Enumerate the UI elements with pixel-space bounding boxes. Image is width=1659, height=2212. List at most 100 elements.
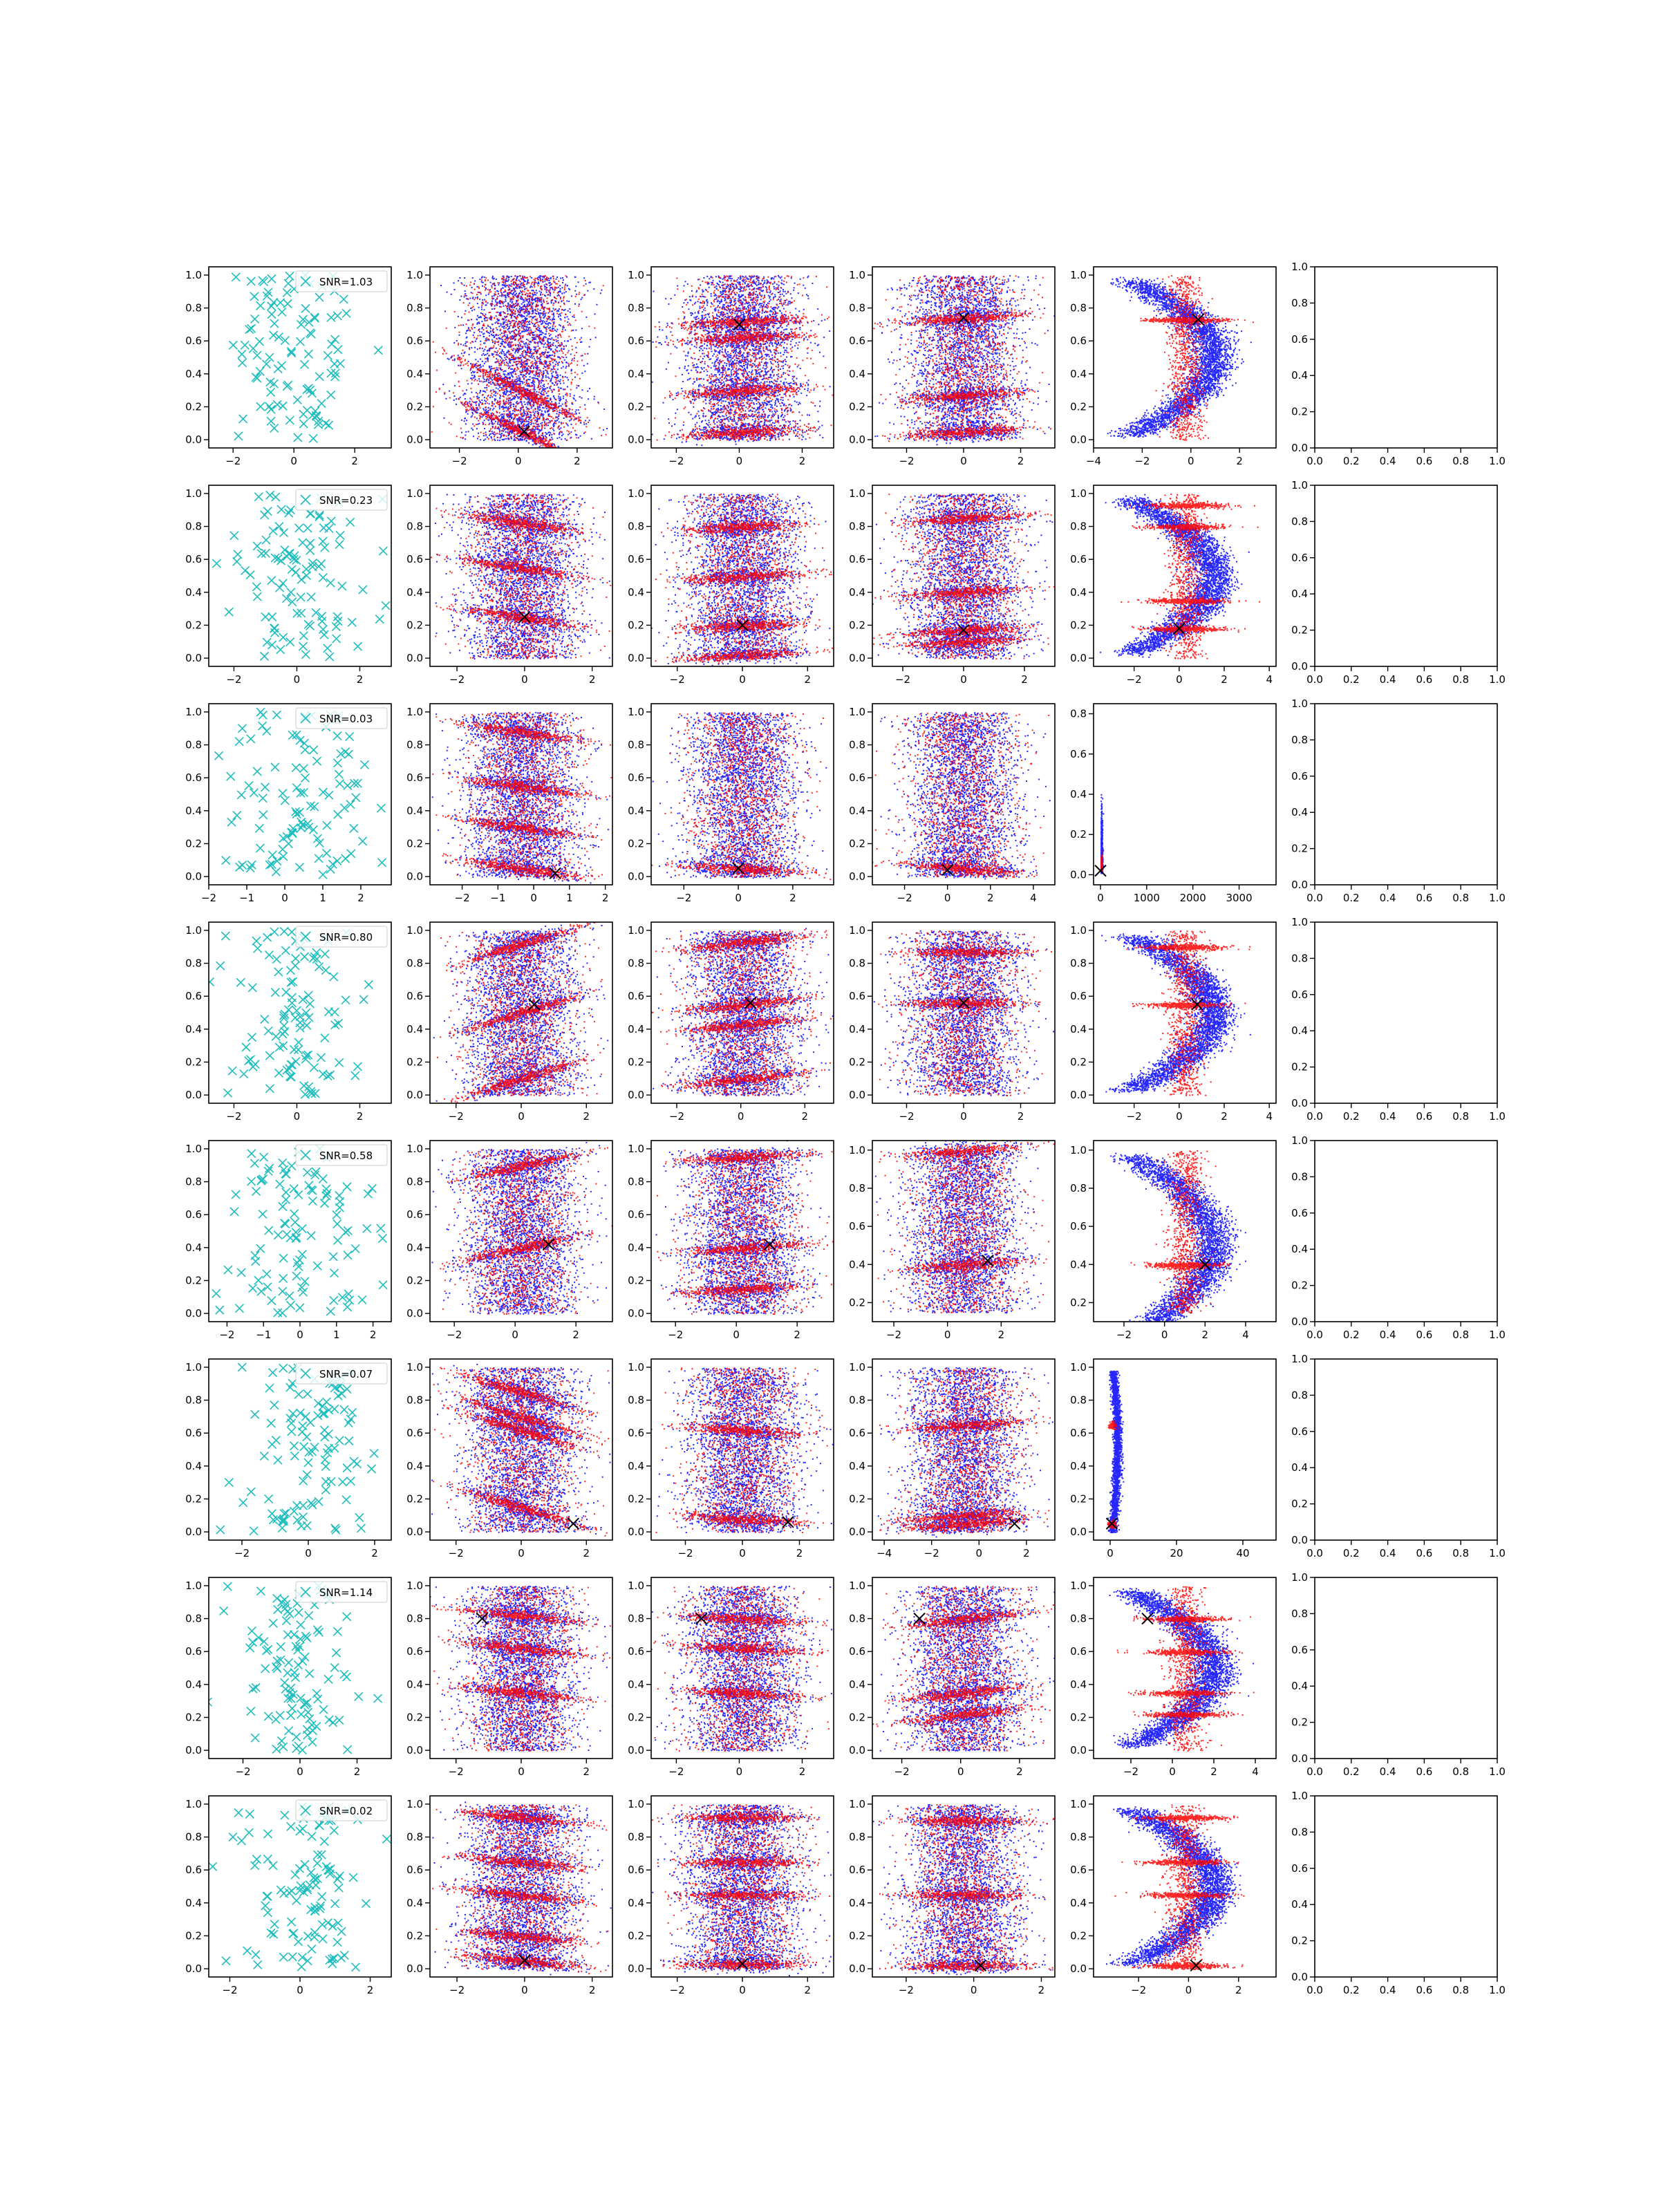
y-tick-label: 0.4 — [1291, 1243, 1308, 1255]
y-tick-label: 0.4 — [1291, 369, 1308, 382]
y-tick-label: 0.4 — [628, 1678, 644, 1691]
y-tick-label: 0.2 — [1291, 406, 1308, 418]
x-tick-label: 0.0 — [1306, 1547, 1323, 1559]
y-tick-label: 0.6 — [406, 335, 423, 347]
x-tick-label: 0.4 — [1380, 892, 1396, 904]
y-tick-label: 0.2 — [185, 1929, 202, 1942]
y-tick-label: 0.2 — [849, 1492, 865, 1505]
x-tick-label: 0 — [281, 892, 288, 904]
y-tick-label: 0.2 — [628, 837, 644, 850]
x-tick-label: −2 — [899, 455, 914, 467]
x-tick-label: 2 — [371, 1547, 378, 1559]
y-tick-label: 0.8 — [849, 302, 865, 315]
x-tick-label: −2 — [1127, 673, 1142, 686]
x-tick-label: 2 — [794, 1329, 800, 1341]
x-tick-label: 0.0 — [1306, 1984, 1323, 1996]
y-tick-label: 0.8 — [406, 302, 423, 315]
y-tick-label: 0.2 — [1070, 1296, 1087, 1309]
y-tick-label: 1.0 — [1291, 1353, 1308, 1365]
x-tick-label: 0.4 — [1380, 1984, 1396, 1996]
y-tick-label: 0.8 — [185, 521, 202, 533]
x-tick-label: 0.2 — [1343, 1984, 1360, 1996]
y-tick-label: 0.2 — [1291, 1061, 1308, 1074]
x-tick-label: −2 — [668, 1765, 684, 1778]
x-tick-label: 4 — [1266, 673, 1273, 686]
x-tick-label: −2 — [1134, 455, 1150, 467]
x-tick-label: 0.0 — [1306, 1765, 1323, 1778]
y-tick-label: 0.0 — [849, 1962, 865, 1975]
x-tick-label: 0 — [521, 1984, 528, 1996]
y-tick-label: 0.6 — [1070, 990, 1087, 1002]
y-tick-label: 0.0 — [628, 433, 644, 446]
y-tick-label: 0.0 — [185, 870, 202, 883]
y-tick-label: 0.6 — [185, 1208, 202, 1221]
y-tick-label: 0.8 — [849, 957, 865, 970]
x-tick-label: 0.6 — [1416, 673, 1432, 686]
y-tick-label: 0.4 — [406, 368, 423, 380]
x-tick-label: 2 — [357, 1110, 364, 1123]
x-tick-label: −2 — [924, 1547, 939, 1559]
y-tick-label: 0.2 — [406, 1711, 423, 1723]
y-tick-label: 0.0 — [406, 1962, 423, 1975]
y-tick-label: 0.6 — [628, 335, 644, 347]
x-tick-label: 2 — [805, 1984, 812, 1996]
x-tick-label: −2 — [895, 673, 910, 686]
y-tick-label: 1.0 — [185, 1798, 202, 1810]
x-tick-label: 0.2 — [1343, 1547, 1360, 1559]
y-tick-label: 0.2 — [406, 619, 423, 631]
y-tick-label: 0.8 — [849, 1394, 865, 1407]
y-tick-label: 0.4 — [185, 1678, 202, 1691]
y-tick-label: 0.0 — [849, 1744, 865, 1756]
x-tick-label: 0.0 — [1306, 455, 1323, 467]
y-tick-label: 0.0 — [406, 1744, 423, 1756]
y-tick-label: 0.4 — [1070, 586, 1087, 599]
y-tick-label: 0.4 — [628, 805, 644, 817]
y-tick-label: 0.2 — [1291, 1280, 1308, 1292]
y-tick-label: 1.0 — [849, 269, 865, 281]
y-tick-label: 0.6 — [1291, 1207, 1308, 1219]
x-tick-label: 2 — [583, 1110, 590, 1123]
y-tick-label: 0.4 — [1291, 1024, 1308, 1037]
y-tick-label: 0.0 — [628, 1744, 644, 1756]
y-tick-label: 0.2 — [628, 400, 644, 413]
x-tick-label: 0.6 — [1416, 892, 1432, 904]
y-tick-label: 0.4 — [849, 805, 865, 817]
x-tick-label: 1.0 — [1489, 1765, 1506, 1778]
y-tick-label: 1.0 — [406, 1580, 423, 1592]
y-tick-label: 0.6 — [185, 1864, 202, 1876]
x-tick-label: 1.0 — [1489, 1329, 1506, 1341]
x-tick-label: 0 — [518, 1547, 525, 1559]
y-tick-label: 1.0 — [849, 924, 865, 937]
y-tick-label: 0.0 — [1291, 1534, 1308, 1546]
y-tick-label: 0.4 — [628, 586, 644, 599]
x-tick-label: 0 — [1107, 1547, 1114, 1559]
x-tick-label: 1.0 — [1489, 1547, 1506, 1559]
y-tick-label: 0.2 — [1070, 1929, 1087, 1942]
y-tick-label: 0.8 — [185, 957, 202, 970]
y-tick-label: 0.4 — [406, 1023, 423, 1035]
y-tick-label: 0.8 — [1070, 957, 1087, 970]
y-tick-label: 0.2 — [849, 400, 865, 413]
y-tick-label: 0.0 — [1291, 442, 1308, 454]
y-tick-label: 0.8 — [406, 1394, 423, 1407]
y-tick-label: 0.8 — [1291, 1389, 1308, 1401]
y-tick-label: 0.8 — [185, 1394, 202, 1407]
y-tick-label: 0.8 — [628, 957, 644, 970]
y-tick-label: 1.0 — [1070, 269, 1087, 281]
y-tick-label: 0.2 — [1070, 1056, 1087, 1068]
y-tick-label: 1.0 — [1070, 1361, 1087, 1374]
y-tick-label: 0.0 — [406, 1307, 423, 1320]
x-tick-label: −2 — [226, 673, 241, 686]
y-tick-label: 0.0 — [185, 1962, 202, 1975]
x-tick-label: 0 — [297, 1329, 303, 1341]
y-tick-label: 0.2 — [1291, 624, 1308, 637]
y-tick-label: 0.4 — [185, 805, 202, 817]
y-tick-label: 0.2 — [849, 1929, 865, 1942]
x-tick-label: 0 — [739, 1984, 746, 1996]
y-tick-label: 0.8 — [849, 1613, 865, 1625]
y-tick-label: 0.8 — [628, 521, 644, 533]
x-tick-label: 4 — [1266, 1110, 1273, 1123]
y-tick-label: 0.2 — [628, 1711, 644, 1723]
x-tick-label: −2 — [452, 455, 467, 467]
